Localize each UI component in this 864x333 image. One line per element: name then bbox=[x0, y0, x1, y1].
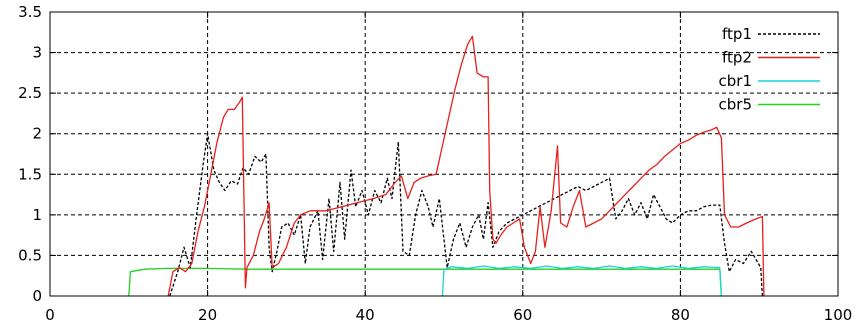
y-tick-label: 2 bbox=[32, 125, 42, 143]
x-tick-label: 40 bbox=[356, 306, 375, 324]
legend-label-cbr1: cbr1 bbox=[719, 72, 752, 90]
y-tick-label: 0 bbox=[32, 287, 42, 305]
y-tick-label: 1 bbox=[32, 206, 42, 224]
plot-frame bbox=[49, 11, 839, 297]
x-tick-label: 20 bbox=[198, 306, 217, 324]
series-line-cbr1 bbox=[441, 265, 723, 297]
series-line-cbr5 bbox=[128, 267, 723, 297]
x-tick-label: 100 bbox=[824, 306, 853, 324]
series-lines bbox=[128, 35, 765, 297]
x-tick-label: 80 bbox=[671, 306, 690, 324]
legend-label-ftp1: ftp1 bbox=[722, 25, 752, 43]
x-tick-label: 0 bbox=[45, 306, 55, 324]
series-line-ftp1 bbox=[169, 133, 764, 297]
axis-ticks: 0 0.5 1 1.5 2 2.5 3 3.5 0 20 40 60 80 100 bbox=[18, 3, 852, 324]
grid-lines bbox=[50, 12, 838, 296]
legend-label-cbr5: cbr5 bbox=[719, 96, 752, 114]
y-tick-label: 0.5 bbox=[18, 246, 42, 264]
y-tick-label: 3 bbox=[32, 44, 42, 62]
legend: ftp1 ftp2 cbr1 cbr5 bbox=[719, 25, 820, 114]
legend-label-ftp2: ftp2 bbox=[722, 49, 752, 67]
series-line-ftp2 bbox=[167, 35, 765, 297]
y-tick-label: 3.5 bbox=[18, 3, 42, 21]
y-tick-label: 2.5 bbox=[18, 84, 42, 102]
y-tick-label: 1.5 bbox=[18, 165, 42, 183]
x-tick-label: 60 bbox=[513, 306, 532, 324]
